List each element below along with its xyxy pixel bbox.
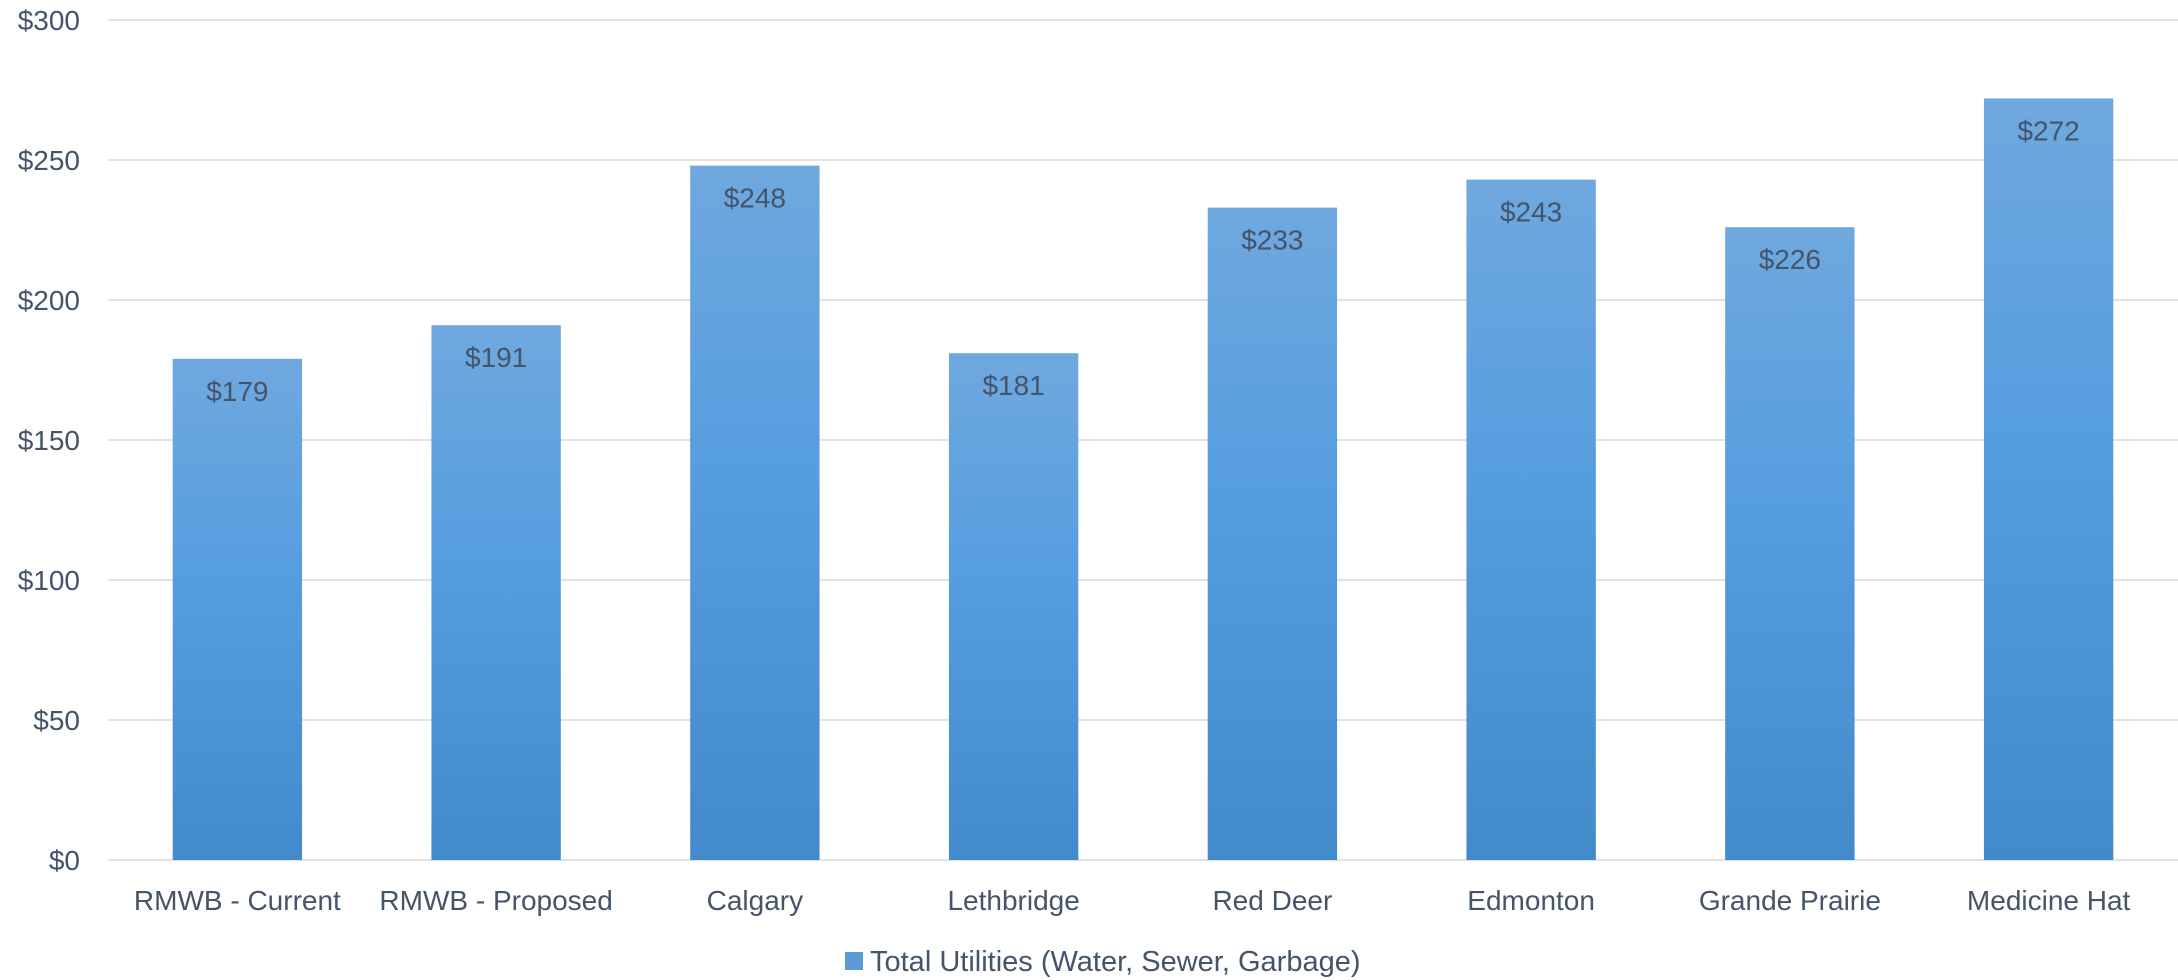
x-tick-label: Grande Prairie (1699, 885, 1881, 916)
bars: $179 $191 $248 $181 $233 $243 $226 $272 (172, 98, 2114, 861)
y-tick-label: $50 (33, 705, 80, 736)
legend: Total Utilities (Water, Sewer, Garbage) (845, 946, 1361, 978)
x-tick-label: Calgary (707, 885, 803, 916)
bar-data-label: $243 (1500, 197, 1562, 228)
x-tick-label: RMWB - Current (134, 885, 341, 916)
x-axis: RMWB - Current RMWB - Proposed Calgary Leth… (134, 885, 2131, 916)
y-tick-label: $0 (49, 845, 80, 876)
bar (431, 325, 561, 860)
x-tick-label: Edmonton (1467, 885, 1595, 916)
bar (172, 358, 303, 860)
bar-data-label: $191 (465, 342, 527, 373)
gridlines (108, 19, 2178, 861)
y-tick-label: $250 (18, 145, 80, 176)
y-tick-label: $200 (18, 285, 80, 316)
y-tick-label: $300 (18, 5, 80, 36)
y-tick-label: $150 (18, 425, 80, 456)
bar-data-label: $233 (1241, 225, 1303, 256)
bar-data-label: $181 (982, 370, 1044, 401)
x-tick-label: Red Deer (1212, 885, 1332, 916)
x-tick-label: Medicine Hat (1967, 885, 2131, 916)
x-tick-label: RMWB - Proposed (379, 885, 612, 916)
x-tick-label: Lethbridge (947, 885, 1079, 916)
bar-data-label: $226 (1759, 244, 1821, 275)
bar-data-label: $272 (2017, 115, 2079, 146)
bar-data-label: $179 (206, 376, 268, 407)
bar-data-label: $248 (724, 183, 786, 214)
y-axis: $0 $50 $100 $150 $200 $250 $300 (18, 5, 80, 876)
bar (690, 165, 820, 861)
bar (1725, 227, 1855, 860)
bar (948, 353, 1079, 860)
bar (1466, 179, 1596, 861)
bar (1207, 207, 1338, 861)
legend-swatch (845, 952, 863, 970)
bar (1983, 98, 2114, 860)
y-tick-label: $100 (18, 565, 80, 596)
legend-label: Total Utilities (Water, Sewer, Garbage) (870, 946, 1361, 978)
